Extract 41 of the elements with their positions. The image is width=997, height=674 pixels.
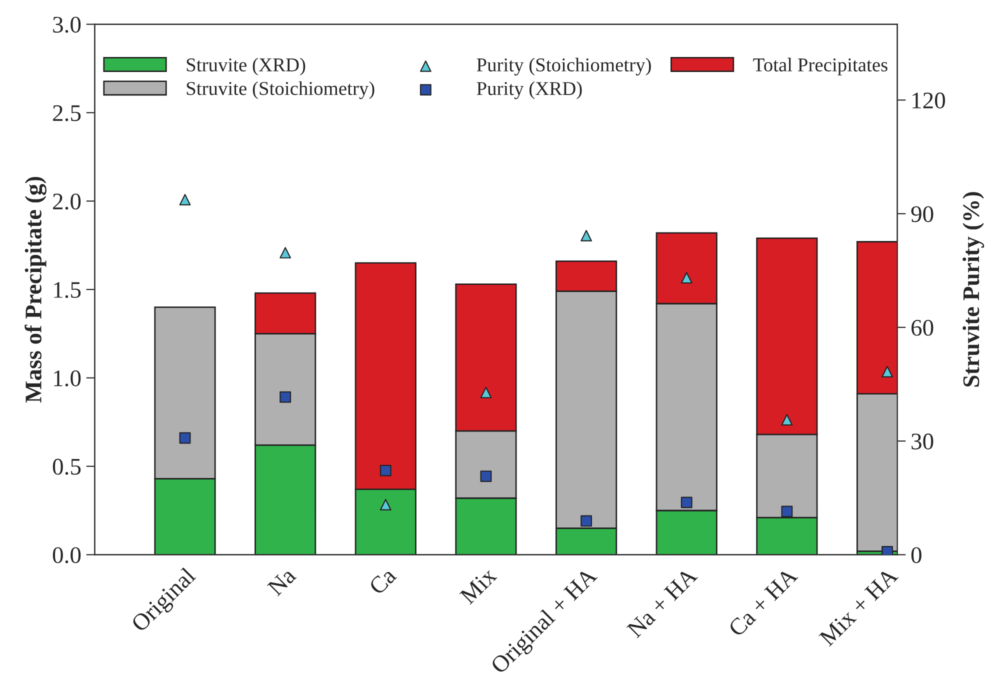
point: [380, 464, 392, 476]
y2-tick-label: 120: [912, 92, 946, 108]
point: [781, 414, 793, 426]
point: [480, 386, 492, 398]
legend-label: Total Precipitates: [753, 58, 888, 76]
point: [680, 496, 692, 508]
y-tick-label: 3.0: [53, 16, 81, 33]
x-tick-label: Ca + HA: [728, 566, 799, 638]
point: [179, 432, 191, 444]
point: [680, 272, 692, 284]
point: [882, 546, 893, 555]
y-tick-label: 0.5: [52, 458, 81, 475]
y2-tick-label: 60: [912, 320, 934, 336]
y2-axis-title: Struvite Purity (%): [962, 192, 984, 387]
y2-tick-label: 90: [911, 206, 934, 222]
y-axis-title: Mass of Precipitate (g): [24, 176, 46, 403]
point: [781, 506, 793, 518]
point: [882, 366, 893, 378]
point: [580, 230, 592, 242]
y-tick-label: 2.5: [53, 105, 81, 122]
point: [179, 194, 191, 206]
legend-label: Struvite (XRD): [186, 58, 306, 76]
point: [280, 247, 292, 258]
x-tick-label: Ca: [368, 566, 398, 596]
point: [480, 470, 492, 482]
y-tick-label: 0.0: [52, 547, 81, 564]
x-tick-label: Mix + HA: [818, 566, 899, 647]
point: [380, 498, 392, 510]
y2-tick-label: 0: [911, 547, 922, 564]
x-tick-label: Na: [266, 566, 297, 597]
point: [280, 391, 292, 403]
legend-label: Purity (XRD): [476, 81, 582, 100]
x-tick-label: Na + HA: [626, 566, 698, 638]
y-tick-label: 1.0: [54, 370, 81, 386]
y-tick-label: 1.5: [54, 282, 81, 298]
y-tick-label: 2.0: [53, 194, 81, 210]
legend-label: Purity (Stoichiometry): [476, 58, 651, 76]
x-tick-label: Mix: [459, 566, 498, 605]
legend-label: Struvite (Stoichiometry): [186, 81, 374, 100]
y2-tick-label: 30: [912, 434, 934, 450]
point: [580, 515, 592, 527]
